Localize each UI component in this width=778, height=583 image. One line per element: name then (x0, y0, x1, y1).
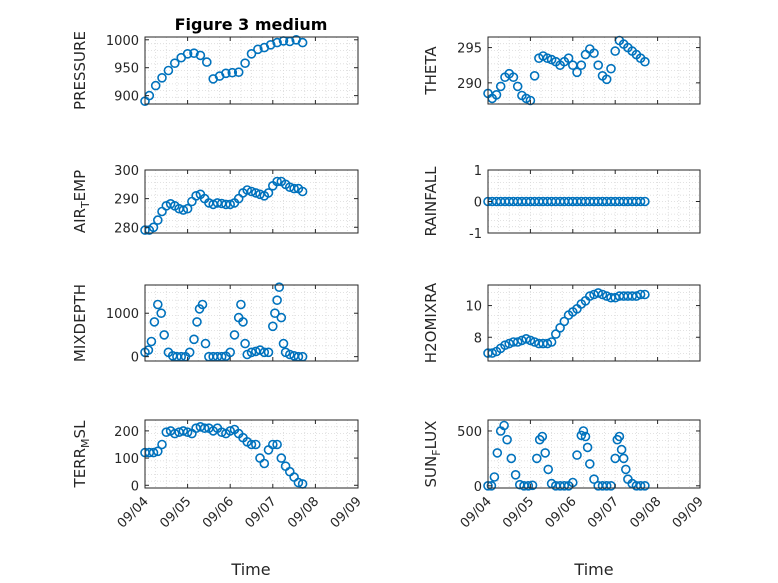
y-tick-label: 295 (457, 42, 482, 57)
y-axis-label: THETA (422, 46, 440, 96)
subplot-4: -1 0 1 RAINFALL (422, 164, 700, 242)
y-tick-label: 0 (131, 351, 139, 366)
subplot-2: 290 295 THETA (422, 37, 700, 105)
subplot-7: 0 100 200 09/04 09/05 09/06 09/07 09/08 09/09 TER… (71, 420, 365, 531)
y-tick-label: 290 (457, 77, 482, 92)
x-tick-label: 09/08 (285, 494, 322, 531)
y-tick-label: 300 (114, 164, 139, 179)
y-tick-label: 900 (114, 90, 139, 105)
x-tick-label: 09/04 (115, 494, 152, 531)
subplot-3: 280 290 300 AIRTEMP (71, 164, 358, 236)
subplot-grid: 9009501000PRESSURE 290295THETA280290300AI… (71, 31, 707, 531)
x-tick-label: 09/09 (328, 494, 365, 531)
y-tick-label: 8 (474, 331, 482, 346)
y-tick-label: 0 (474, 480, 482, 495)
x-tick-label: 09/07 (243, 494, 280, 531)
x-tick-label: 09/07 (585, 494, 622, 531)
y-axis-label: RAINFALL (422, 166, 440, 237)
x-tick-label: 09/09 (670, 494, 707, 531)
y-axis-label: TERRMSL (71, 420, 92, 489)
y-tick-label: 290 (114, 193, 139, 208)
y-tick-label: 0 (474, 196, 482, 211)
x-tick-label: 09/04 (458, 494, 495, 531)
y-tick-label: 500 (457, 425, 482, 440)
subplot-6: 8 10 H2OMIXRA (422, 282, 700, 363)
y-tick-label: 1 (474, 164, 482, 179)
subplot-5: 0 1000 MIXDEPTH (71, 283, 358, 365)
y-axis-label: MIXDEPTH (71, 284, 89, 362)
y-tick-label: 100 (114, 452, 139, 467)
y-tick-label: 0 (131, 479, 139, 494)
y-axis-label: PRESSURE (71, 31, 89, 110)
y-tick-label: 950 (114, 62, 139, 77)
y-tick-label: 10 (465, 300, 482, 315)
subplot-1: 900 950 1000 PRESSURE (71, 31, 358, 110)
figure-title: Figure 3 medium (175, 15, 328, 34)
x-tick-label: 09/06 (200, 494, 237, 531)
y-tick-label: 280 (114, 221, 139, 236)
x-axis-label-right: Time (573, 560, 613, 579)
subplot-8: 0 500 09/04 09/05 09/06 09/07 09/08 09/09 SUNFLU… (422, 420, 707, 531)
y-tick-label: 200 (114, 425, 139, 440)
y-axis-label: SUNFLUX (422, 421, 443, 488)
x-axis-label-left: Time (230, 560, 270, 579)
y-axis-label: AIRTEMP (71, 170, 92, 233)
x-tick-label: 09/05 (157, 494, 194, 531)
x-tick-label: 09/06 (543, 494, 580, 531)
y-tick-label: -1 (469, 227, 482, 242)
x-tick-label: 09/08 (627, 494, 664, 531)
y-axis-label: H2OMIXRA (422, 282, 440, 363)
y-tick-label: 1000 (106, 34, 139, 49)
x-tick-label: 09/05 (500, 494, 537, 531)
y-tick-label: 1000 (106, 307, 139, 322)
